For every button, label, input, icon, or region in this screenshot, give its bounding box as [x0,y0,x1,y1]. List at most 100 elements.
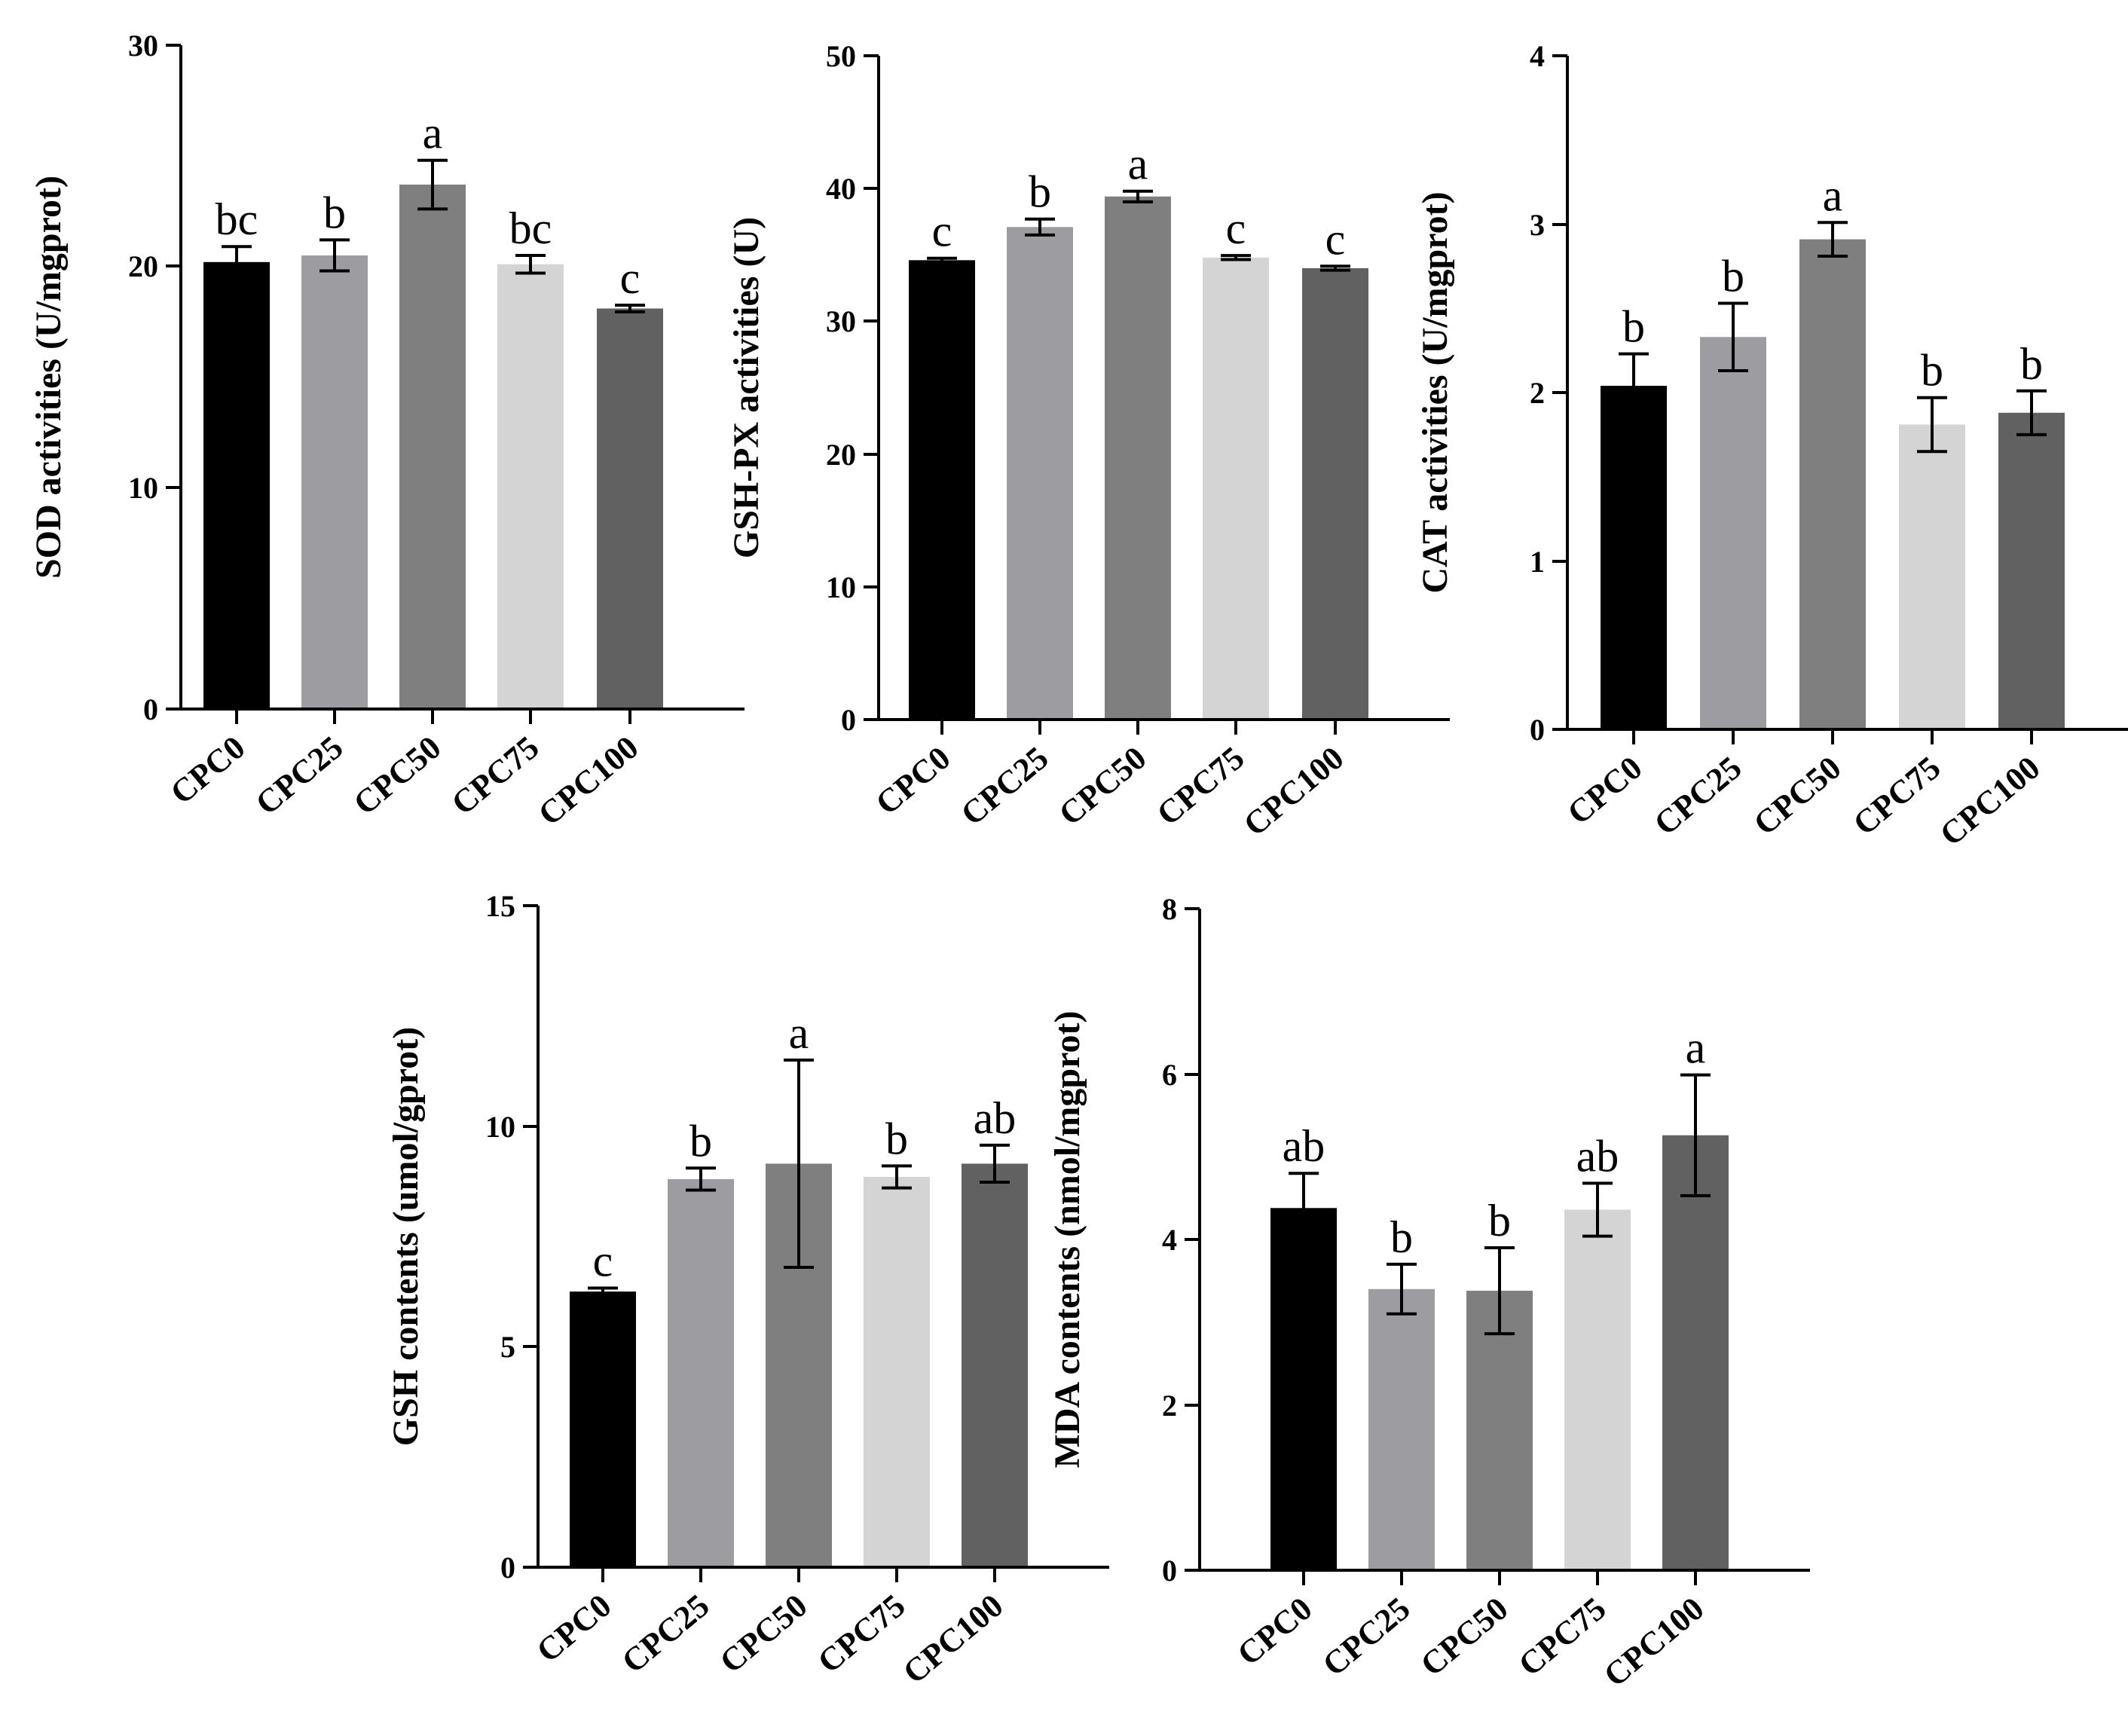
x-tick-label-cpc100: CPC100 [896,1587,1010,1691]
x-tick-label-cpc25: CPC25 [1647,749,1748,842]
y-tick-label: 2 [1530,376,1545,410]
bar-cpc0 [1601,386,1667,729]
significance-label: ab [1283,1121,1325,1171]
bar-cpc50 [1466,1291,1533,1570]
x-tick-label-cpc100: CPC100 [531,729,645,833]
y-axis-title: CAT activities (U/mgprot) [1415,191,1455,593]
y-tick-label: 20 [826,438,856,472]
significance-label: bc [509,203,552,253]
y-tick-label: 5 [500,1330,515,1364]
x-tick-label-cpc75: CPC75 [1150,739,1251,833]
significance-label: b [1722,252,1744,301]
x-tick-label-cpc25: CPC25 [1316,1590,1417,1683]
significance-label: b [1622,302,1645,352]
x-tick-label-cpc50: CPC50 [1052,739,1153,833]
bar-cpc75 [864,1176,930,1567]
bar-cpc0 [203,261,270,709]
significance-label: ab [974,1093,1017,1143]
bar-cpc25 [301,255,368,709]
significance-label: b [1029,167,1051,217]
x-tick-label-cpc0: CPC0 [164,729,252,811]
significance-label: b [323,188,346,237]
significance-label: a [1823,170,1843,220]
significance-label: a [1686,1023,1706,1073]
x-tick-label-cpc50: CPC50 [1747,749,1848,842]
y-tick-label: 30 [128,29,158,63]
significance-label: c [1226,203,1246,253]
y-axis-title: MDA contents (nmol/mgprot) [1047,1010,1087,1468]
significance-label: b [885,1114,908,1163]
x-tick-label-cpc0: CPC0 [530,1587,619,1670]
significance-label: b [1390,1212,1413,1262]
y-tick-label: 50 [826,39,856,73]
y-tick-label: 8 [1162,892,1177,926]
x-tick-label-cpc50: CPC50 [713,1587,814,1680]
y-tick-label: 0 [143,692,158,726]
x-tick-label-cpc75: CPC75 [445,729,546,822]
significance-label: c [1325,214,1346,264]
y-axis-title: GSH contents (umol/gprot) [386,1027,426,1446]
bar-cpc25 [668,1178,734,1567]
x-tick-label-cpc0: CPC0 [1561,749,1650,832]
significance-label: a [423,108,443,158]
bar-cpc50 [1105,196,1171,720]
y-tick-label: 10 [826,570,856,604]
significance-label: b [689,1116,712,1166]
bar-cpc100 [597,308,663,709]
bar-cpc50 [399,185,466,709]
significance-label: b [1921,346,1943,396]
x-tick-label-cpc25: CPC25 [249,729,350,822]
significance-label: ab [1576,1131,1619,1181]
significance-label: b [1488,1196,1511,1245]
significance-label: bc [216,194,258,244]
bar-cpc75 [497,264,564,710]
y-tick-label: 20 [128,249,158,283]
x-tick-label-cpc100: CPC100 [1237,739,1350,843]
y-tick-label: 15 [485,889,515,923]
y-tick-label: 0 [1530,713,1545,747]
bar-cpc100 [962,1163,1028,1567]
bar-cpc0 [570,1291,636,1567]
bar-cpc25 [1700,337,1766,729]
y-tick-label: 1 [1530,545,1545,579]
x-tick-label-cpc50: CPC50 [347,729,448,822]
significance-label: c [593,1236,613,1285]
x-tick-label-cpc0: CPC0 [1231,1590,1319,1673]
bar-cpc100 [1302,267,1368,720]
y-tick-label: 0 [1162,1554,1177,1588]
y-tick-label: 4 [1162,1223,1177,1257]
bar-cpc75 [1564,1209,1631,1570]
y-tick-label: 4 [1530,39,1545,73]
significance-label: c [932,206,952,256]
bar-cpc50 [1799,239,1866,729]
x-tick-label-cpc25: CPC25 [954,739,1055,833]
panel-gshpx: c b a c c 0 10 20 30 40 50 CPC0CPC25CPC50CPC75CPC10… [726,39,1450,843]
bar-cpc0 [1270,1208,1337,1570]
y-tick-label: 40 [826,172,856,206]
y-tick-label: 6 [1162,1058,1177,1092]
bar-cpc100 [1662,1135,1729,1570]
bar-cpc25 [1368,1288,1435,1570]
y-tick-label: 0 [841,703,856,737]
bar-cpc100 [1998,412,2065,729]
significance-label: c [620,253,641,303]
y-tick-label: 10 [128,471,158,505]
x-tick-label-cpc25: CPC25 [615,1587,716,1680]
x-tick-label-cpc75: CPC75 [1512,1590,1613,1683]
x-tick-label-cpc50: CPC50 [1414,1590,1515,1683]
bar-cpc75 [1899,424,1965,729]
significance-label: a [1128,139,1148,189]
y-tick-label: 3 [1530,208,1545,242]
x-tick-label-cpc75: CPC75 [811,1587,912,1680]
y-axis-title: GSH-PX activities (U) [726,217,766,558]
x-tick-label-cpc0: CPC0 [869,739,958,822]
significance-label: b [2020,339,2043,389]
y-axis-title: SOD activities (U/mgprot) [29,176,69,579]
bar-cpc0 [909,260,975,720]
y-tick-label: 0 [500,1551,515,1585]
bar-cpc25 [1007,227,1073,720]
y-tick-label: 30 [826,304,856,338]
